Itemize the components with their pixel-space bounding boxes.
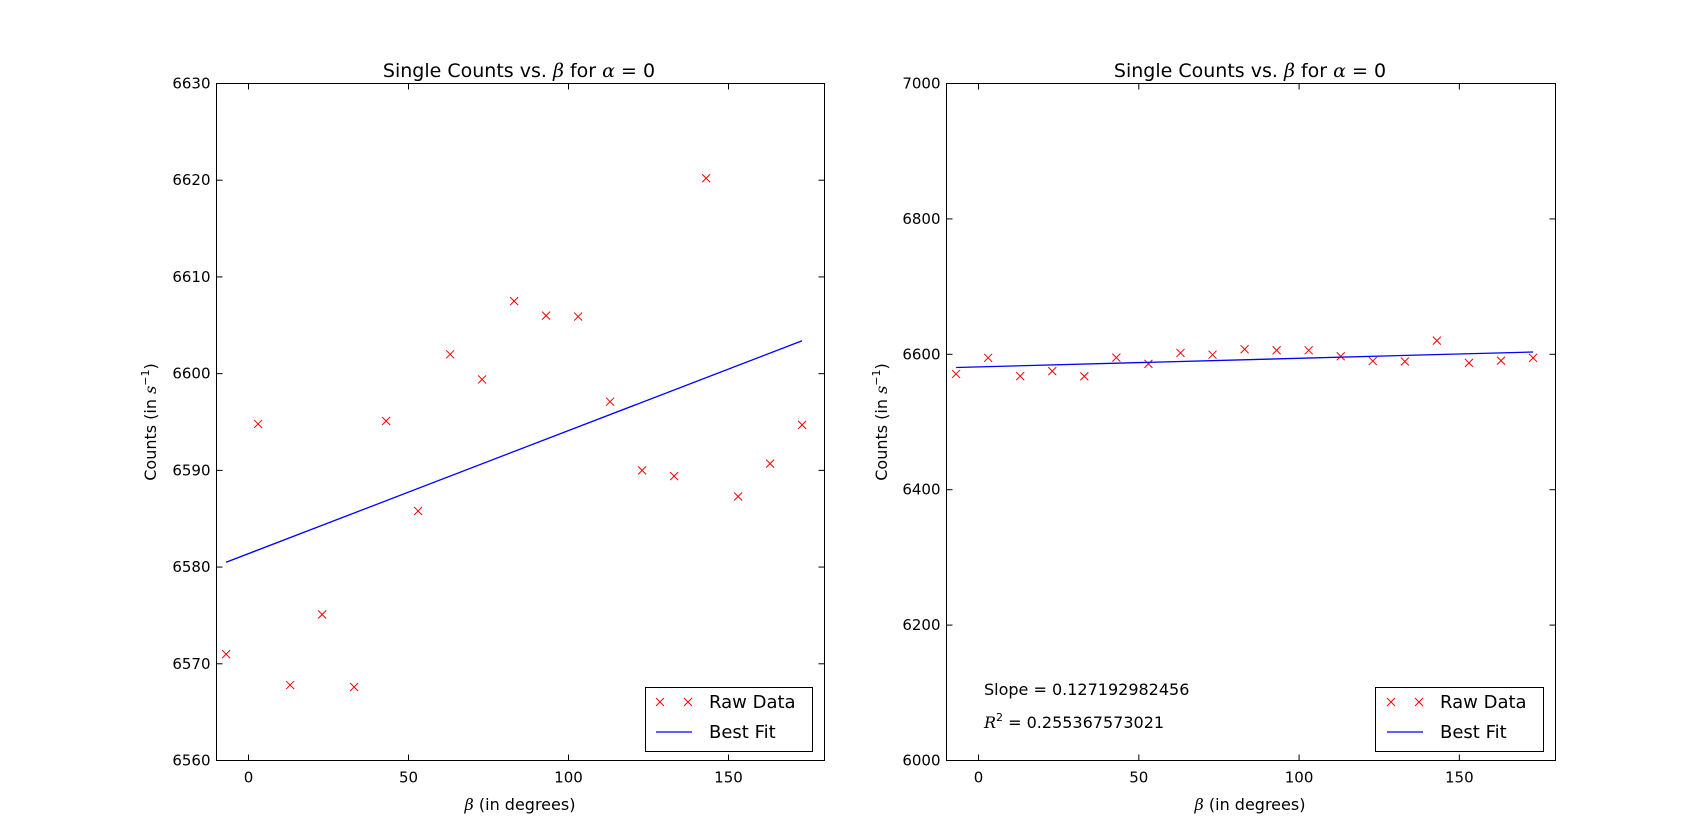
left-y-tick-label: 6570 xyxy=(172,655,210,673)
right-plot-frame xyxy=(946,83,1556,761)
left-raw-data-point xyxy=(669,471,679,481)
right-raw-data-point xyxy=(1336,351,1346,361)
right-legend-box xyxy=(1375,687,1544,752)
right-x-tick-label: 100 xyxy=(1285,769,1314,787)
left-raw-data-point xyxy=(701,173,711,183)
right-y-tick-label: 6800 xyxy=(902,210,940,228)
right-legend-raw-label: Raw Data xyxy=(1440,692,1527,713)
left-plot-frame xyxy=(216,83,825,761)
right-raw-data-point xyxy=(1496,356,1506,365)
r-squared-annotation: R2 = 0.255367573021 xyxy=(983,711,1164,732)
left-raw-data-point xyxy=(637,466,647,475)
left-legend-raw-marker-1 xyxy=(655,697,665,707)
right-raw-data-point xyxy=(1144,359,1153,369)
right-raw-data-point xyxy=(1432,336,1442,345)
right-x-tick-label: 150 xyxy=(1445,769,1474,787)
right-legend-raw-marker-1 xyxy=(1386,697,1396,707)
left-raw-data-point xyxy=(381,416,391,426)
right-raw-data-point xyxy=(1464,358,1474,368)
left-legend-raw-marker-2 xyxy=(683,697,693,707)
left-y-axis-label: Counts (in s−1) xyxy=(139,363,160,481)
left-y-tick-label: 6600 xyxy=(172,365,210,383)
left-y-tick-label: 6580 xyxy=(172,558,210,576)
left-raw-data-point xyxy=(541,311,551,320)
right-legend-raw-marker-2 xyxy=(1414,697,1424,707)
right-raw-data-point xyxy=(1272,345,1281,355)
right-chart-title: Single Counts vs. β for α = 0 xyxy=(1114,60,1386,82)
right-raw-data-point xyxy=(1240,344,1249,354)
right-raw-data-point xyxy=(1368,356,1378,366)
left-x-axis-label: β (in degrees) xyxy=(464,795,576,814)
right-y-tick-label: 6400 xyxy=(902,481,940,499)
left-legend-box xyxy=(645,687,813,752)
left-raw-data-point xyxy=(445,349,455,359)
right-raw-data-point xyxy=(951,369,961,379)
left-raw-data-point xyxy=(509,296,519,306)
left-raw-data-point xyxy=(349,682,359,692)
left-x-tick-label: 100 xyxy=(554,769,583,787)
right-legend-fit-label: Best Fit xyxy=(1440,722,1507,743)
left-legend: Raw Data Best Fit xyxy=(645,687,813,752)
left-raw-data-point xyxy=(733,492,743,501)
right-y-tick-label: 7000 xyxy=(902,75,940,93)
left-x-tick-label: 0 xyxy=(244,769,254,787)
right-x-tick-label: 0 xyxy=(974,769,984,787)
right-chart-marks xyxy=(951,336,1538,381)
right-raw-data-point xyxy=(983,353,993,363)
left-raw-data-point xyxy=(221,649,231,659)
left-x-tick-label: 150 xyxy=(714,769,743,787)
right-chart-panel: Single Counts vs. β for α = 0 0 50 100 150 6… xyxy=(870,60,1556,814)
left-chart-title: Single Counts vs. β for α = 0 xyxy=(383,60,655,82)
left-raw-data-point xyxy=(253,419,263,429)
left-y-tick-label: 6610 xyxy=(172,268,210,286)
left-chart-marks xyxy=(221,173,807,692)
right-y-tick-label: 6200 xyxy=(902,616,940,634)
right-y-tick-label: 6000 xyxy=(902,752,940,770)
left-best-fit-line xyxy=(225,340,803,563)
left-raw-data-point xyxy=(765,459,775,468)
right-raw-data-point xyxy=(1400,357,1410,366)
left-x-tick-label: 50 xyxy=(399,769,418,787)
right-raw-data-point xyxy=(1015,371,1025,381)
right-raw-data-point xyxy=(1112,353,1121,362)
left-raw-data-point xyxy=(605,397,615,407)
left-raw-data-point xyxy=(573,312,583,321)
left-y-tick-label: 6630 xyxy=(172,75,210,93)
left-raw-data-point xyxy=(477,375,487,384)
right-raw-data-point xyxy=(1304,345,1314,355)
left-y-tick-label: 6620 xyxy=(172,171,210,189)
right-x-tick-label: 50 xyxy=(1129,769,1148,787)
right-raw-data-point xyxy=(1528,353,1538,363)
right-raw-data-point xyxy=(1047,366,1057,376)
right-raw-data-point xyxy=(1176,348,1185,358)
right-raw-data-point xyxy=(1208,350,1217,360)
left-y-tick-label: 6560 xyxy=(172,752,210,770)
left-chart-ticks: 0 50 100 150 6560 6570 6580 6590 6600 6610 6620 663… xyxy=(172,75,825,787)
left-y-tick-label: 6590 xyxy=(172,461,210,479)
left-raw-data-point xyxy=(285,680,295,690)
right-y-axis-label: Counts (in s−1) xyxy=(870,363,891,481)
left-legend-fit-label: Best Fit xyxy=(709,722,776,743)
right-raw-data-point xyxy=(1079,371,1089,381)
right-best-fit-line xyxy=(956,351,1534,369)
right-y-tick-label: 6600 xyxy=(902,345,940,363)
left-raw-data-point xyxy=(317,610,327,619)
left-raw-data-point xyxy=(797,420,807,430)
right-chart-ticks: 0 50 100 150 6000 6200 6400 6600 6800 7000 xyxy=(902,75,1556,787)
slope-annotation: Slope = 0.127192982456 xyxy=(984,680,1189,699)
right-legend: Raw Data Best Fit xyxy=(1375,687,1544,752)
left-legend-raw-label: Raw Data xyxy=(709,692,796,713)
left-chart-panel: Single Counts vs. β for α = 0 0 50 100 150 6… xyxy=(139,60,825,814)
right-x-axis-label: β (in degrees) xyxy=(1194,795,1306,814)
left-raw-data-point xyxy=(413,506,423,516)
